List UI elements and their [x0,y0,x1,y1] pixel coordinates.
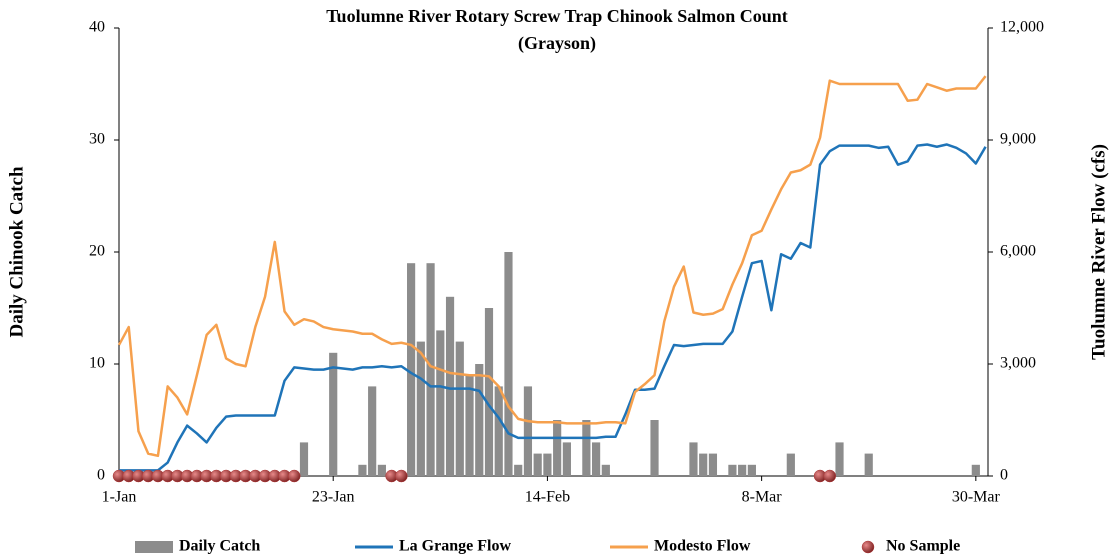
bar [592,442,601,476]
legend-swatch [861,540,875,554]
y-tick-label: 0 [97,467,105,484]
bar [835,442,844,476]
bar [436,330,445,476]
x-tick-label: 14-Feb [525,489,570,506]
bar [971,464,980,476]
x-tick-label: 23-Jan [312,489,355,506]
bar [533,453,542,476]
x-tick-label: 8-Mar [742,489,783,506]
y-tick-label: 40 [89,19,105,36]
bar [455,341,464,476]
bar [738,464,747,476]
bar [708,453,718,476]
y-axis-title: Daily Chinook Catch [6,166,27,337]
legend-label: Daily Catch [179,538,260,555]
bar [426,263,435,476]
bar [475,364,484,476]
bar [523,386,533,476]
bar [445,296,455,476]
bar [562,442,571,476]
bar [553,420,562,476]
bar [407,263,416,476]
y-tick-label: 30 [89,131,105,148]
bar [601,464,610,476]
bar [747,464,756,476]
x-tick-label: 1-Jan [102,489,137,506]
bar [504,252,513,476]
bar [494,386,503,476]
y2-tick-label: 9,000 [1000,131,1036,148]
bar [484,308,494,476]
bar [650,420,659,476]
legend-label: Modesto Flow [654,538,751,555]
y-tick-label: 20 [89,243,105,260]
bar [864,453,873,476]
bar [416,341,425,476]
bar [329,352,338,476]
no-sample-marker [395,469,408,483]
chart-subtitle: (Grayson) [518,33,596,54]
y2-tick-label: 6,000 [1000,243,1036,260]
bar [514,464,523,476]
y-tick-label: 10 [89,355,105,372]
legend-swatch [135,541,173,553]
bar [689,442,698,476]
bar [358,464,367,476]
chart-title: Tuolumne River Rotary Screw Trap Chinook… [326,6,788,26]
bar [465,375,474,476]
bar [543,453,552,476]
y2-tick-label: 12,000 [1000,19,1044,36]
line-series [117,75,987,458]
bar [582,420,591,476]
line-series [119,143,987,472]
bar [728,464,737,476]
bar [299,442,309,476]
bar [368,386,377,476]
y2-tick-label: 3,000 [1000,355,1036,372]
y2-tick-label: 0 [1000,467,1008,484]
bar [699,453,708,476]
legend-label: No Sample [886,538,960,555]
bar [786,453,795,476]
y2-axis-title: Tuolumne River Flow (cfs) [1088,144,1109,360]
legend-label: La Grange Flow [399,538,511,555]
x-tick-label: 30-Mar [952,489,1001,506]
no-sample-marker [823,469,837,483]
bar [377,464,386,476]
no-sample-marker [288,469,301,483]
